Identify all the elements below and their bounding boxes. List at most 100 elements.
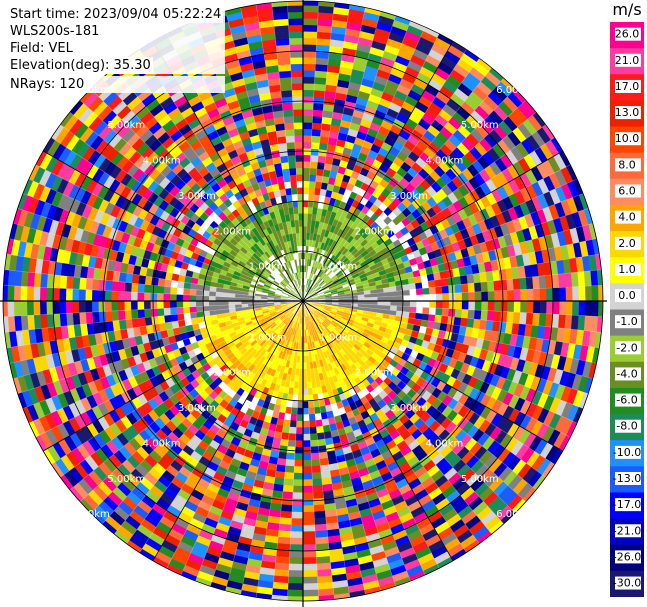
velocity-gate (506, 344, 516, 358)
velocity-gate (303, 187, 310, 195)
velocity-gate (532, 474, 548, 492)
velocity-gate (328, 271, 335, 278)
velocity-gate (306, 232, 311, 240)
velocity-gate (320, 330, 326, 338)
velocity-gate (512, 87, 528, 104)
velocity-gate (312, 491, 324, 499)
velocity-gate (417, 471, 431, 484)
velocity-gate (421, 112, 435, 126)
velocity-gate (515, 444, 530, 460)
velocity-gate (302, 459, 312, 467)
velocity-gate (364, 359, 374, 368)
velocity-gate (418, 95, 433, 108)
velocity-gate (303, 291, 307, 299)
velocity-gate (487, 496, 503, 512)
velocity-gate (526, 301, 534, 314)
velocity-gate (487, 340, 497, 353)
velocity-gate (513, 289, 521, 302)
velocity-gate (324, 308, 331, 312)
velocity-gate (303, 291, 305, 299)
velocity-gate (308, 193, 315, 202)
velocity-gate (351, 199, 360, 209)
velocity-gate (288, 557, 303, 565)
velocity-gate (445, 269, 454, 279)
velocity-gate (20, 300, 28, 316)
velocity-gate (333, 279, 341, 285)
velocity-gate (558, 273, 566, 288)
velocity-gate (396, 84, 411, 96)
velocity-gate (463, 540, 481, 555)
velocity-gate (378, 63, 393, 74)
velocity-gate (302, 472, 313, 480)
velocity-gate (378, 269, 387, 277)
velocity-gate (449, 69, 466, 84)
velocity-gate (487, 440, 501, 455)
velocity-gates (3, 1, 603, 601)
velocity-gate (425, 327, 434, 336)
velocity-gate (572, 286, 580, 302)
velocity-gate (453, 276, 462, 286)
velocity-gate (321, 123, 332, 132)
velocity-gate (335, 335, 343, 343)
velocity-gate (517, 463, 532, 480)
velocity-gate (318, 295, 326, 298)
velocity-gate (333, 226, 340, 235)
velocity-gate (435, 286, 443, 295)
velocity-gate (380, 56, 396, 68)
velocity-gate (378, 326, 387, 333)
velocity-gate (452, 211, 463, 224)
velocity-gate (426, 158, 439, 171)
velocity-gate (313, 194, 320, 202)
velocity-gate (365, 256, 374, 264)
velocity-gate (465, 515, 481, 530)
velocity-gate (361, 263, 370, 271)
velocity-gate (471, 327, 480, 339)
velocity-gate (483, 329, 493, 342)
velocity-gate (310, 290, 316, 295)
velocity-gate (314, 240, 320, 248)
velocity-gate (343, 232, 351, 241)
velocity-gate (308, 239, 313, 247)
velocity-gate (324, 293, 332, 297)
velocity-gate (343, 288, 351, 293)
velocity-gate (377, 301, 385, 306)
velocity-gate (460, 317, 468, 328)
velocity-gate (462, 335, 472, 346)
velocity-gate (311, 128, 322, 137)
velocity-gate (457, 382, 469, 394)
velocity-gate (520, 301, 528, 313)
velocity-gate (410, 373, 421, 384)
velocity-gate (517, 323, 527, 337)
velocity-gate (311, 293, 318, 298)
velocity-gate (169, 300, 177, 308)
velocity-gate (359, 273, 367, 279)
velocity-gate (501, 419, 515, 434)
velocity-gate (383, 309, 391, 315)
velocity-gate (309, 307, 315, 314)
velocity-gate (316, 254, 321, 262)
velocity-gate (427, 448, 440, 461)
velocity-gate (401, 316, 409, 324)
velocity-gate (341, 194, 350, 204)
velocity-gate (392, 118, 406, 130)
velocity-gate (389, 429, 401, 441)
velocity-gate (316, 162, 325, 170)
velocity-gate (467, 376, 479, 389)
velocity-gate (402, 260, 412, 268)
velocity-gate (156, 300, 164, 309)
velocity-gate (320, 272, 326, 279)
velocity-gate (410, 263, 420, 272)
velocity-gate (582, 330, 591, 347)
velocity-gate (375, 131, 388, 142)
velocity-gate (536, 162, 550, 179)
velocity-gate (437, 263, 447, 273)
velocity-gate (378, 125, 391, 137)
velocity-gate (314, 77, 327, 85)
velocity-gate (368, 237, 377, 246)
velocity-gate (333, 337, 340, 344)
velocity-gate (546, 367, 558, 383)
velocity-gate (426, 431, 439, 444)
velocity-gate (409, 349, 419, 359)
velocity-gate (364, 297, 372, 302)
velocity-gate (378, 97, 392, 109)
